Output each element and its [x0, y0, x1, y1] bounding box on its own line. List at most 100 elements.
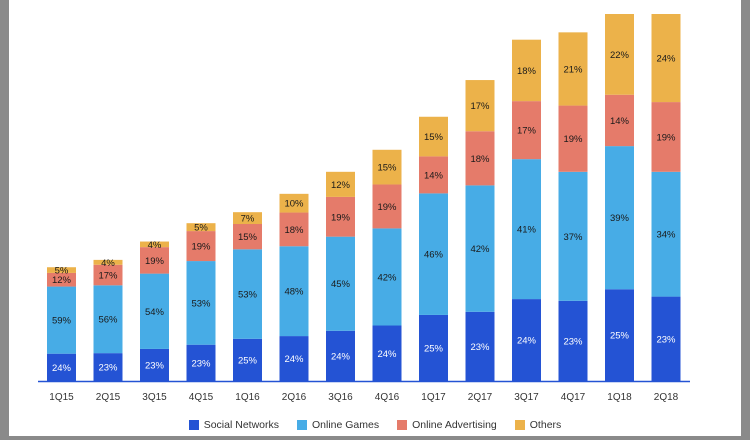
- legend-label: Online Advertising: [412, 419, 497, 431]
- bar-segment-online-games: [93, 285, 123, 354]
- bar-segment-social-networks: [465, 311, 495, 381]
- data-label: 24%: [284, 354, 304, 365]
- x-tick-label: 1Q16: [235, 392, 260, 403]
- x-tick-label: 4Q16: [375, 392, 400, 403]
- bar-segment-online-advertising: [326, 196, 355, 237]
- bar-segment-online-advertising: [140, 247, 169, 274]
- bar-segment-others: [512, 39, 541, 102]
- x-tick-label: 3Q17: [514, 392, 539, 403]
- bar-segment-online-advertising: [279, 212, 309, 247]
- x-tick-label: 1Q15: [49, 392, 74, 403]
- data-label: 4%: [101, 258, 115, 269]
- data-label: 10%: [284, 199, 304, 210]
- data-label: 15%: [238, 232, 258, 243]
- data-label: 34%: [656, 230, 676, 241]
- data-label: 23%: [145, 360, 165, 371]
- data-label: 53%: [238, 290, 258, 301]
- data-label: 19%: [331, 212, 351, 223]
- bar-segment-online-games: [558, 171, 588, 301]
- legend-label: Others: [529, 419, 562, 431]
- data-label: 24%: [331, 351, 351, 362]
- x-tick-label: 1Q18: [607, 392, 632, 403]
- bar-segment-social-networks: [93, 353, 123, 381]
- legend-swatch: [188, 420, 199, 430]
- bar-segment-social-networks: [558, 300, 588, 381]
- bar-segment-online-advertising: [186, 231, 216, 262]
- data-label: 17%: [470, 101, 490, 112]
- bar-segment-social-networks: [233, 338, 262, 381]
- data-label: 45%: [331, 279, 351, 290]
- data-label: 53%: [191, 298, 211, 309]
- data-label: 19%: [377, 202, 397, 213]
- bar-segment-online-games: [419, 193, 448, 315]
- stacked-bar-chart: 24%59%12%5%1Q1523%56%17%4%2Q1523%54%19%4…: [38, 14, 690, 403]
- data-label: 59%: [52, 316, 72, 327]
- x-tick-label: 3Q15: [142, 392, 167, 403]
- bar-segment-others: [326, 171, 355, 197]
- bar-segment-online-advertising: [372, 184, 402, 229]
- data-label: 23%: [656, 334, 676, 345]
- data-label: 7%: [241, 214, 255, 225]
- data-label: 15%: [377, 163, 397, 174]
- data-label: 18%: [470, 154, 490, 165]
- data-label: 17%: [98, 271, 118, 282]
- bar-segment-online-advertising: [558, 105, 588, 172]
- data-label: 46%: [424, 250, 444, 261]
- legend-item-others: Others: [514, 419, 562, 431]
- data-label: 23%: [98, 363, 118, 374]
- data-label: 41%: [517, 225, 537, 236]
- data-label: 39%: [610, 213, 630, 224]
- data-label: 4%: [148, 240, 162, 251]
- bar-segment-online-games: [326, 236, 355, 331]
- x-tick-label: 2Q16: [282, 392, 307, 403]
- bar-segment-online-advertising: [47, 272, 76, 287]
- legend-item-online-advertising: Online Advertising: [397, 419, 497, 431]
- bar-segment-social-networks: [186, 344, 216, 381]
- data-label: 24%: [377, 349, 397, 360]
- bar-segment-social-networks: [140, 348, 169, 381]
- bar-segment-others: [651, 14, 681, 103]
- bar-segment-others: [47, 267, 76, 273]
- data-label: 21%: [563, 64, 583, 75]
- bar-segment-online-advertising: [93, 264, 123, 286]
- bar-segment-online-games: [140, 273, 169, 349]
- frame-bottom-edge: [0, 436, 750, 440]
- x-tick-label: 2Q18: [654, 392, 679, 403]
- data-label: 5%: [55, 266, 69, 277]
- frame-left-edge: [0, 0, 9, 440]
- bar-segment-social-networks: [605, 289, 634, 381]
- bar-segment-online-advertising: [651, 102, 681, 172]
- bar-segment-others: [372, 149, 402, 185]
- chart-legend: Social Networks Online Games Online Adve…: [0, 419, 750, 431]
- data-label: 24%: [656, 54, 676, 65]
- data-label: 19%: [656, 132, 676, 143]
- bar-segment-online-advertising: [419, 156, 448, 194]
- legend-item-social-networks: Social Networks: [188, 419, 279, 431]
- bar-segment-others: [279, 193, 309, 213]
- data-label: 54%: [145, 307, 165, 318]
- bar-segment-online-games: [465, 185, 495, 312]
- bar-segment-others: [140, 241, 169, 248]
- bar-segment-others: [186, 223, 216, 232]
- x-tick-label: 4Q15: [189, 392, 214, 403]
- data-label: 22%: [610, 50, 630, 61]
- data-label: 25%: [238, 355, 258, 366]
- data-label: 19%: [191, 242, 211, 253]
- data-label: 19%: [563, 134, 583, 145]
- bar-segment-others: [93, 259, 123, 265]
- x-tick-label: 4Q17: [561, 392, 586, 403]
- data-label: 42%: [470, 244, 490, 255]
- data-label: 15%: [424, 132, 444, 143]
- frame-right-edge: [741, 0, 750, 440]
- legend-label: Social Networks: [203, 419, 279, 431]
- bar-segment-online-games: [279, 246, 309, 337]
- data-label: 23%: [563, 336, 583, 347]
- bar-segment-social-networks: [47, 353, 76, 381]
- data-label: 37%: [563, 232, 583, 243]
- data-label: 56%: [98, 315, 118, 326]
- bar-segment-others: [419, 116, 448, 157]
- data-label: 25%: [424, 343, 444, 354]
- data-label: 12%: [52, 275, 72, 286]
- x-tick-label: 3Q16: [328, 392, 353, 403]
- bar-segment-others: [465, 80, 495, 132]
